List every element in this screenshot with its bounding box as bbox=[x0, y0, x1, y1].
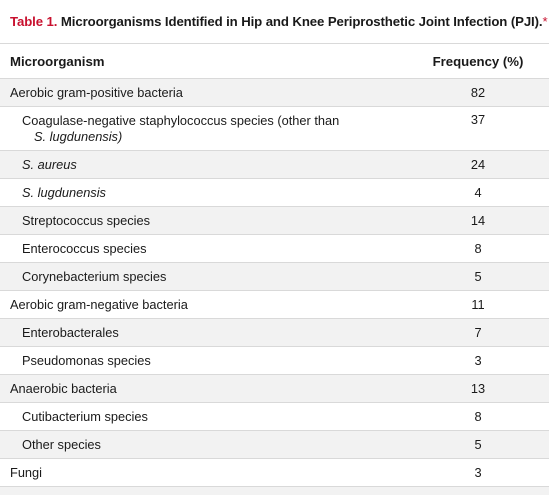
row-name: Coagulase-negative staphylococcus specie… bbox=[0, 113, 400, 145]
table-header: Microorganism Frequency (%) bbox=[0, 43, 549, 78]
row-name: Cutibacterium species bbox=[22, 408, 148, 424]
footnote-marker[interactable]: * bbox=[542, 14, 548, 29]
table-row: Anaerobic bacteria 13 bbox=[0, 374, 549, 402]
table-row: Aerobic gram-positive bacteria 82 bbox=[0, 78, 549, 106]
row-value: 3 bbox=[474, 465, 482, 480]
row-value: 3 bbox=[474, 353, 482, 368]
row-value: 7 bbox=[474, 325, 482, 340]
row-value: 24 bbox=[470, 157, 486, 172]
row-name: Aerobic gram-positive bacteria bbox=[10, 84, 183, 100]
row-value: 13 bbox=[470, 381, 486, 396]
row-value: 4 bbox=[474, 185, 482, 200]
row-name: Anaerobic bacteria bbox=[10, 380, 117, 396]
row-name-line1: Coagulase-negative staphylococcus specie… bbox=[22, 112, 340, 128]
table-row: Fungi 3 bbox=[0, 458, 549, 486]
table-row: S. lugdunensis 4 bbox=[0, 178, 549, 206]
row-name: Corynebacterium species bbox=[22, 268, 167, 284]
column-header-frequency: Frequency (%) bbox=[432, 53, 524, 69]
row-name: Enterococcus species bbox=[22, 240, 147, 256]
row-value: 82 bbox=[470, 85, 486, 100]
column-header-microorganism: Microorganism bbox=[10, 53, 105, 69]
row-name: Fungi bbox=[10, 464, 43, 480]
row-value: 37 bbox=[470, 112, 486, 127]
table-label: Table 1. bbox=[10, 14, 58, 29]
table-row: Streptococcus species 14 bbox=[0, 206, 549, 234]
row-value: 8 bbox=[474, 241, 482, 256]
row-name: Enterobacterales bbox=[22, 324, 119, 340]
row-name: Aerobic gram-negative bacteria bbox=[10, 296, 188, 312]
row-name: Pseudomonas species bbox=[22, 352, 151, 368]
table-caption: Table 1. Microorganisms Identified in Hi… bbox=[0, 0, 549, 43]
row-name: Streptococcus species bbox=[22, 212, 151, 228]
table-title: Microorganisms Identified in Hip and Kne… bbox=[60, 14, 543, 29]
row-name: S. lugdunensis bbox=[22, 184, 106, 200]
table-row: Enterobacterales 7 bbox=[0, 318, 549, 346]
table-row: S. aureus 24 bbox=[0, 150, 549, 178]
table-row: Other species 5 bbox=[0, 430, 549, 458]
row-value: 5 bbox=[474, 269, 482, 284]
table-row: Aerobic gram-negative bacteria 11 bbox=[0, 290, 549, 318]
row-value: 14 bbox=[470, 213, 486, 228]
table-row: Pseudomonas species 3 bbox=[0, 346, 549, 374]
table-row: Enterococcus species 8 bbox=[0, 234, 549, 262]
table-bottom-rule bbox=[0, 486, 549, 495]
table-row: Corynebacterium species 5 bbox=[0, 262, 549, 290]
row-value: 11 bbox=[471, 297, 485, 312]
row-name-line2: S. lugdunensis) bbox=[34, 128, 123, 144]
row-name: S. aureus bbox=[22, 156, 77, 172]
row-value: 8 bbox=[474, 409, 482, 424]
table-row: Coagulase-negative staphylococcus specie… bbox=[0, 106, 549, 150]
table-row: Cutibacterium species 8 bbox=[0, 402, 549, 430]
row-value: 5 bbox=[474, 437, 482, 452]
row-name: Other species bbox=[22, 436, 101, 452]
